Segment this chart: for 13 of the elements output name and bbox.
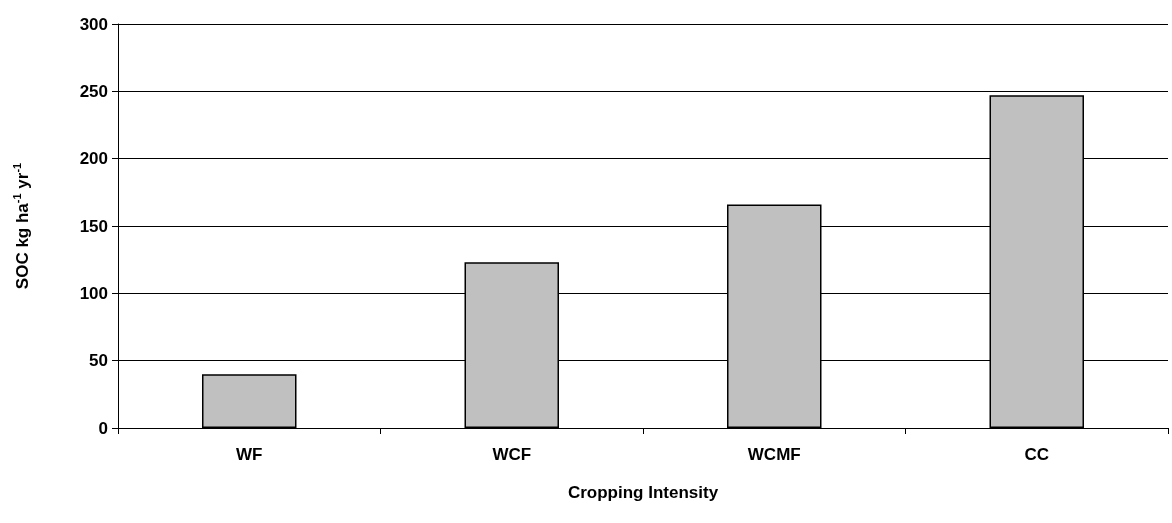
- y-tick-label: 100: [79, 283, 108, 303]
- x-tick-label: WCMF: [747, 445, 801, 464]
- bar: [202, 374, 297, 428]
- y-tick-label: 0: [98, 418, 108, 438]
- y-tick-label: 200: [79, 149, 108, 169]
- y-tick-label: 250: [79, 81, 108, 101]
- x-axis-title: Cropping Intensity: [567, 483, 719, 502]
- x-tick-label: CC: [1024, 445, 1050, 464]
- y-tick-label: 300: [79, 14, 108, 34]
- y-tick-label: 150: [79, 216, 108, 236]
- x-tick-label: WCF: [492, 445, 532, 464]
- y-tick-label: 50: [89, 351, 108, 371]
- x-tick-label: WF: [236, 445, 263, 464]
